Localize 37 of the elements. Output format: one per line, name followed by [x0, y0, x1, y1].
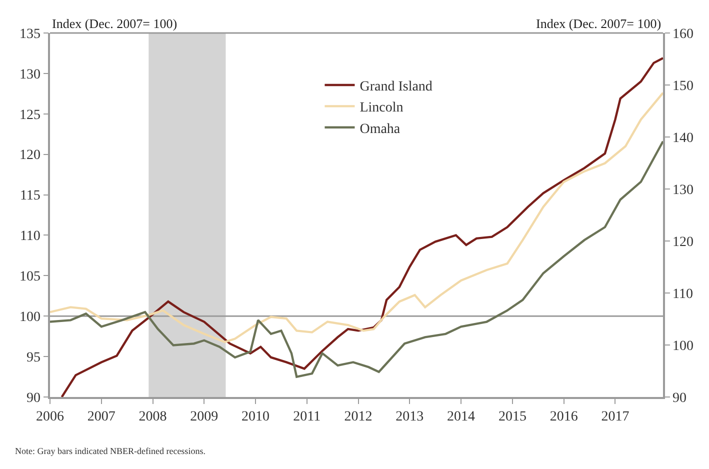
legend-label: Grand Island — [360, 79, 432, 94]
x-tick-label: 2008 — [138, 410, 167, 425]
x-tick-label: 2013 — [396, 410, 424, 425]
text: Note: Gray bars indicated NBER-defined recessions. — [15, 446, 206, 456]
y2-tick-label: 110 — [672, 286, 694, 302]
x-tick-label: 2016 — [550, 410, 578, 425]
y-tick-label: 115 — [20, 188, 40, 204]
y-tick-label: 135 — [19, 26, 40, 42]
x-tick-label: 2010 — [242, 410, 270, 425]
y2-tick-label: 120 — [672, 234, 694, 250]
legend-label: Omaha — [360, 122, 401, 137]
x-tick-label: 2011 — [293, 410, 321, 425]
y-tick-label: 90 — [26, 390, 40, 406]
y-tick-label: 110 — [20, 229, 40, 244]
y2-tick-label: 140 — [672, 130, 694, 146]
y-axis-title: Index (Dec. 2007= 100) — [52, 16, 178, 31]
y2-tick-label: 160 — [672, 26, 694, 42]
x-tick-label: 2012 — [344, 410, 372, 425]
y2-axis-title: Index (Dec. 2007= 100) — [536, 16, 662, 31]
y2-tick-label: 130 — [672, 182, 694, 198]
y-tick-label: 120 — [19, 148, 40, 164]
x-tick-label: 2014 — [447, 410, 476, 425]
y2-tick-label: 150 — [672, 78, 694, 94]
legend-label: Lincoln — [360, 100, 404, 116]
x-tick-label: 2007 — [87, 410, 116, 425]
y2-tick-label: 90 — [672, 390, 687, 406]
y-tick-label: 105 — [19, 270, 40, 285]
x-tick-label: 2017 — [601, 410, 630, 425]
x-tick-label: 2009 — [190, 410, 218, 425]
y-tick-label: 100 — [19, 310, 40, 326]
line-series — [60, 56, 663, 397]
x-tick-label: 2015 — [498, 410, 526, 425]
y-tick-label: 125 — [19, 108, 40, 123]
y-tick-label: 130 — [19, 67, 40, 82]
y2-tick-label: 100 — [672, 338, 694, 354]
x-tick-label: 2006 — [36, 410, 64, 425]
y-tick-label: 95 — [26, 350, 40, 366]
